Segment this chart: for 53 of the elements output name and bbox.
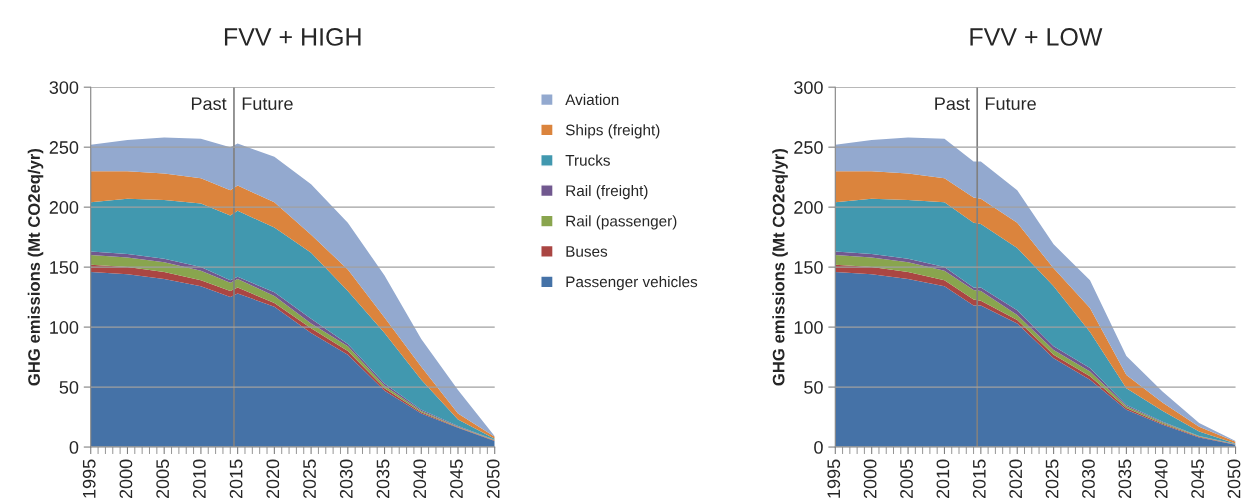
- legend-label: Passenger vehicles: [566, 276, 698, 291]
- legend-label: Trucks: [565, 154, 610, 166]
- y-tick-label: 250: [794, 141, 823, 154]
- x-tick-label: 1995: [82, 459, 96, 498]
- x-tick-label: 2030: [339, 459, 353, 499]
- x-tick-label: 2025: [303, 459, 316, 499]
- annotation: Past: [191, 97, 227, 111]
- y-tick-label: 100: [794, 321, 823, 334]
- legend-label: Rail (freight): [566, 184, 648, 200]
- y-tick-label: 0: [814, 440, 823, 454]
- annotation: Future: [242, 97, 293, 111]
- y-tick-label: 50: [804, 381, 823, 394]
- y-axis-title: GHG emissions (Mt CO2eq/yr): [772, 148, 788, 386]
- y-tick-label: 200: [794, 201, 823, 214]
- y-tick-label: 150: [794, 261, 823, 274]
- annotation: Future: [985, 97, 1036, 111]
- y-tick-label: 300: [49, 81, 79, 94]
- x-tick-label: 1995: [827, 459, 841, 498]
- chart-title: FVV + HIGH: [224, 28, 361, 46]
- y-tick-label: 250: [49, 141, 79, 154]
- y-tick-label: 300: [794, 81, 823, 94]
- legend-label: Buses: [566, 246, 608, 257]
- chart-title: FVV + LOW: [970, 28, 1103, 46]
- x-tick-label: 2010: [936, 459, 950, 499]
- x-tick-label: 2015: [229, 459, 243, 499]
- x-tick-label: 2050: [486, 459, 500, 499]
- x-tick-label: 2035: [376, 459, 390, 499]
- x-tick-label: 2040: [1154, 459, 1168, 499]
- x-tick-label: 2005: [156, 459, 170, 499]
- y-tick-label: 150: [50, 261, 79, 274]
- x-tick-label: 2045: [450, 459, 463, 499]
- annotation: Past: [935, 97, 970, 111]
- y-tick-label: 0: [69, 440, 79, 454]
- y-axis-title: GHG emissions (Mt CO2eq/yr): [27, 148, 44, 386]
- x-tick-label: 2050: [1227, 459, 1241, 499]
- x-tick-label: 2025: [1045, 459, 1059, 499]
- x-tick-label: 2040: [413, 459, 427, 499]
- x-tick-label: 2010: [192, 459, 206, 499]
- x-tick-label: 2000: [863, 459, 877, 499]
- x-tick-label: 2000: [119, 459, 133, 499]
- x-tick-label: 2015: [972, 459, 986, 499]
- x-tick-label: 2020: [1009, 459, 1023, 499]
- y-tick-label: 100: [50, 321, 79, 334]
- legend-label: Aviation: [565, 93, 619, 106]
- y-tick-label: 50: [59, 381, 79, 394]
- x-tick-label: 2020: [266, 459, 280, 499]
- x-tick-label: 2005: [900, 459, 913, 499]
- y-tick-label: 200: [49, 201, 79, 214]
- x-tick-label: 2035: [1118, 459, 1132, 499]
- x-tick-label: 2030: [1082, 459, 1095, 499]
- legend-label: Ships (freight): [565, 124, 660, 139]
- x-tick-label: 2045: [1191, 459, 1204, 499]
- legend-label: Rail (passenger): [566, 215, 677, 230]
